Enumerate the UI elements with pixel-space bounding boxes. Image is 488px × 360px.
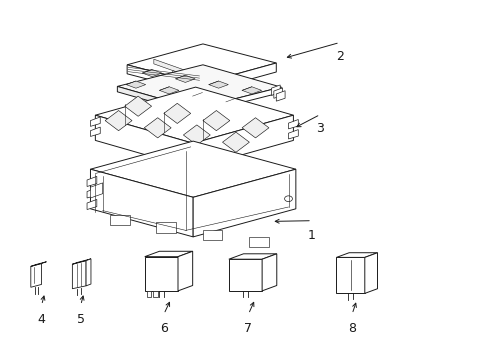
Polygon shape (117, 65, 281, 109)
Polygon shape (90, 141, 295, 197)
Polygon shape (210, 93, 259, 115)
Polygon shape (87, 188, 97, 198)
Polygon shape (163, 103, 190, 123)
Polygon shape (90, 183, 102, 198)
Polygon shape (203, 111, 229, 131)
Polygon shape (105, 111, 132, 131)
Polygon shape (95, 87, 293, 143)
Polygon shape (156, 222, 176, 233)
Polygon shape (242, 87, 261, 94)
Polygon shape (175, 75, 195, 82)
Text: 2: 2 (335, 50, 343, 63)
Polygon shape (225, 98, 245, 105)
Text: 4: 4 (38, 313, 45, 326)
Polygon shape (192, 93, 212, 100)
Polygon shape (288, 130, 298, 139)
Polygon shape (172, 71, 221, 93)
Polygon shape (152, 291, 158, 297)
Polygon shape (144, 251, 192, 257)
Polygon shape (228, 254, 276, 259)
Polygon shape (203, 230, 222, 240)
Text: 3: 3 (316, 122, 324, 135)
Polygon shape (193, 115, 293, 168)
Polygon shape (87, 199, 97, 210)
Polygon shape (146, 291, 150, 297)
Polygon shape (31, 264, 41, 287)
Polygon shape (178, 251, 192, 291)
Polygon shape (126, 81, 145, 88)
Polygon shape (110, 215, 129, 225)
Polygon shape (144, 257, 178, 291)
Text: 5: 5 (77, 313, 84, 326)
Text: 1: 1 (307, 229, 315, 242)
Polygon shape (193, 169, 295, 237)
Polygon shape (86, 259, 91, 286)
Polygon shape (144, 118, 171, 138)
Polygon shape (200, 63, 276, 93)
Polygon shape (208, 81, 228, 88)
Polygon shape (127, 44, 276, 84)
Polygon shape (124, 96, 151, 116)
Text: 7: 7 (244, 322, 252, 335)
Polygon shape (195, 87, 281, 114)
Polygon shape (336, 257, 364, 293)
Polygon shape (288, 120, 298, 129)
Polygon shape (273, 88, 282, 98)
Polygon shape (271, 85, 280, 95)
Polygon shape (276, 91, 285, 101)
Polygon shape (72, 261, 86, 289)
Polygon shape (222, 132, 249, 152)
Polygon shape (95, 115, 193, 168)
Polygon shape (87, 176, 97, 186)
Polygon shape (90, 127, 100, 136)
Polygon shape (90, 117, 100, 126)
Polygon shape (242, 118, 268, 138)
Polygon shape (142, 69, 162, 77)
Polygon shape (117, 86, 195, 114)
Polygon shape (183, 125, 210, 145)
Text: 8: 8 (347, 322, 355, 335)
Polygon shape (262, 254, 276, 291)
Polygon shape (159, 87, 179, 94)
Polygon shape (90, 169, 193, 237)
Polygon shape (191, 82, 240, 104)
Polygon shape (72, 259, 91, 264)
Polygon shape (249, 237, 268, 247)
Polygon shape (228, 259, 262, 291)
Polygon shape (336, 253, 377, 257)
Text: 6: 6 (160, 322, 167, 335)
Polygon shape (364, 253, 377, 293)
Polygon shape (127, 65, 200, 93)
Polygon shape (31, 262, 46, 266)
Polygon shape (154, 59, 203, 81)
